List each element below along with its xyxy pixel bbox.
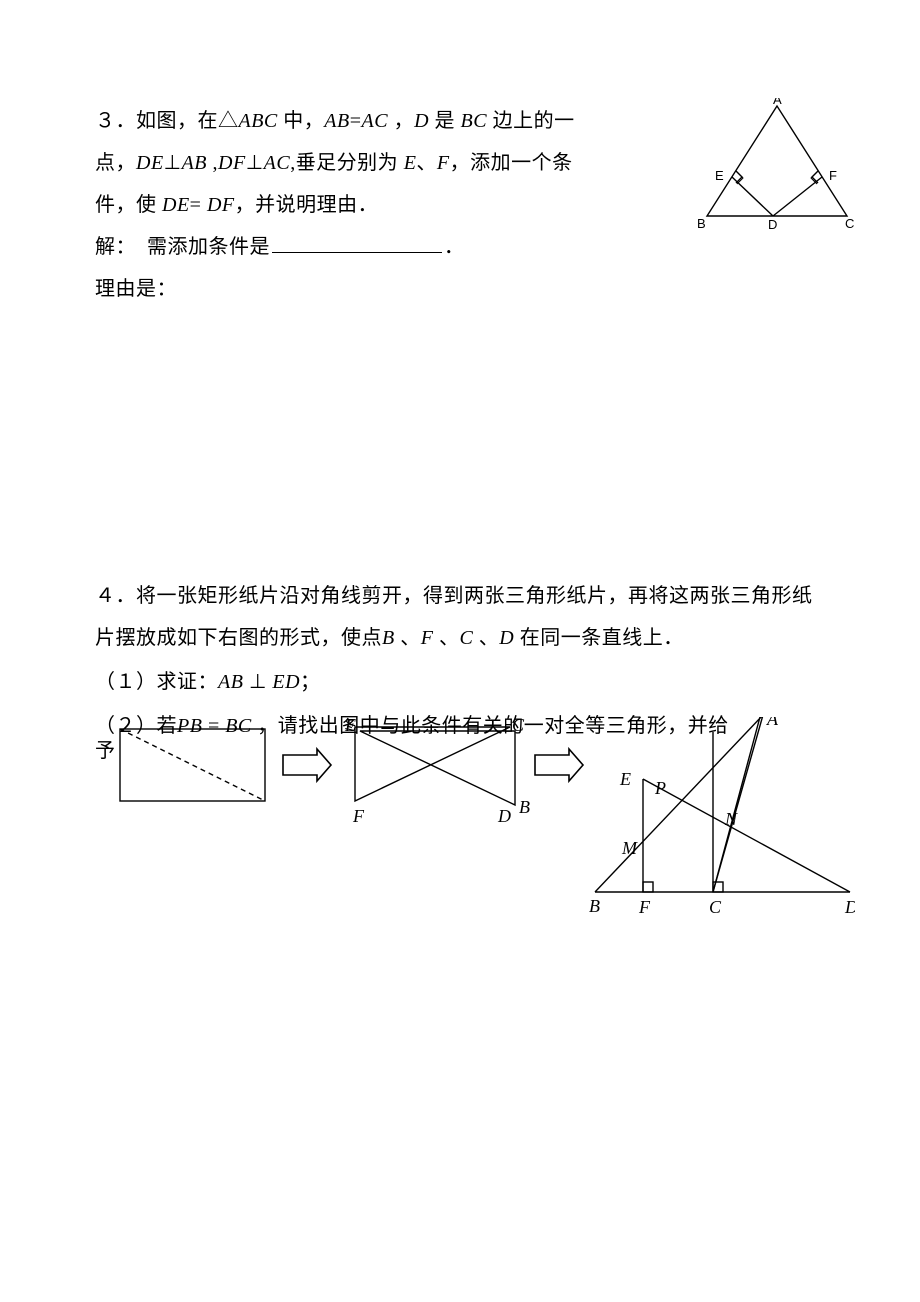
text: ，并说明理由． [235, 194, 379, 216]
perp: ⊥ [164, 152, 182, 174]
figure-two-triangles [355, 727, 515, 805]
right-angle-F [812, 171, 818, 183]
var-BC: BC [461, 110, 488, 132]
svg-text:B: B [519, 797, 530, 817]
label-A: A [773, 98, 782, 107]
var-DE: DE [136, 152, 164, 174]
figure-rect [120, 729, 265, 801]
text: ， [388, 110, 414, 132]
label-B: B [697, 216, 706, 231]
svg-text:F: F [638, 897, 651, 917]
perp: ⊥ [249, 671, 267, 693]
triangle-ABC [707, 106, 847, 216]
var-ED: ED [272, 671, 300, 693]
right-angle-E [736, 171, 742, 183]
label-C: C [845, 216, 854, 231]
svg-text:D: D [497, 806, 511, 826]
problem-3-figure: A B C D E F [695, 98, 860, 233]
problem-4-figures: 予 E C F D B [95, 717, 825, 927]
problem-3-statement: ３．如图，在△ABC 中，AB=AC ，D 是 BC 边上的一点，DE⊥AB ,… [95, 100, 605, 226]
text: 、 [473, 627, 499, 649]
spacer [95, 310, 825, 575]
text: 将一张矩形纸片沿对角线剪开，得到两张三角形纸片，再将这两 [136, 585, 710, 607]
var-C: C [459, 627, 473, 649]
label-F: F [829, 168, 837, 183]
svg-text:A: A [766, 717, 779, 729]
var-DF: DF [218, 152, 246, 174]
p3-number: ３． [95, 110, 136, 132]
svg-text:C: C [512, 717, 525, 735]
text: （１）求证： [95, 671, 218, 693]
text: 中， [278, 110, 325, 132]
p4-number: ４． [95, 585, 136, 607]
label-D: D [768, 217, 777, 232]
svg-text:M: M [621, 838, 638, 858]
text: , [207, 152, 218, 174]
eq: = [350, 110, 362, 132]
var-ABC: ABC [239, 110, 278, 132]
text: 是 [429, 110, 461, 132]
text-continuation: 予 [95, 740, 115, 762]
var-AB: AB [218, 671, 243, 693]
text: 在同一条 [514, 627, 602, 649]
arrow-2-icon [535, 749, 583, 781]
eq: = [190, 194, 202, 216]
text: 、 [416, 152, 437, 174]
problem-4: ４．将一张矩形纸片沿对角线剪开，得到两张三角形纸片，再将这两张三角形纸片摆放成如… [95, 575, 825, 927]
svg-text:E: E [344, 717, 356, 735]
var-DF: DF [207, 194, 235, 216]
arrow-1-icon [283, 749, 331, 781]
text: ,垂足分别为 [290, 152, 404, 174]
svg-text:E: E [619, 769, 631, 789]
var-AB: AB [324, 110, 349, 132]
text: 、 [395, 627, 421, 649]
segment-DF [773, 177, 822, 216]
var-DE: DE [162, 194, 190, 216]
var-F: F [437, 152, 450, 174]
text: 直线上． [602, 627, 684, 649]
label: 解： [95, 236, 136, 258]
text: 需添加条件是 [147, 236, 270, 258]
period: ． [444, 236, 465, 258]
svg-text:N: N [724, 809, 738, 829]
problem-3: ３．如图，在△ABC 中，AB=AC ，D 是 BC 边上的一点，DE⊥AB ,… [95, 100, 825, 310]
svg-text:B: B [589, 896, 600, 916]
svg-text:D: D [844, 897, 855, 917]
var-B: B [382, 627, 395, 649]
var-D: D [499, 627, 514, 649]
problem-4-svg: 予 E C F D B [95, 717, 855, 927]
var-D: D [414, 110, 429, 132]
text: 、 [433, 627, 459, 649]
answer-blank[interactable] [272, 234, 442, 253]
labels-combined: A E P M N B F C D [589, 717, 855, 917]
sub-question-1: （１）求证：AB ⊥ ED； [95, 661, 825, 703]
var-F: F [421, 627, 434, 649]
semi: ； [300, 671, 321, 693]
perp: ⊥ [246, 152, 264, 174]
label-E: E [715, 168, 724, 183]
figure-combined [595, 717, 850, 892]
svg-text:C: C [709, 897, 722, 917]
svg-text:P: P [654, 778, 666, 798]
var-AC: AC [362, 110, 389, 132]
problem-4-statement: ４．将一张矩形纸片沿对角线剪开，得到两张三角形纸片，再将这两张三角形纸片摆放成如… [95, 575, 815, 659]
text: 如图，在△ [136, 110, 239, 132]
var-AB: AB [182, 152, 207, 174]
var-E: E [404, 152, 417, 174]
var-AC: AC [264, 152, 291, 174]
svg-text:F: F [352, 806, 365, 826]
labels-two-tri: E C F D B [344, 717, 530, 826]
reason-label: 理由是： [95, 268, 825, 310]
